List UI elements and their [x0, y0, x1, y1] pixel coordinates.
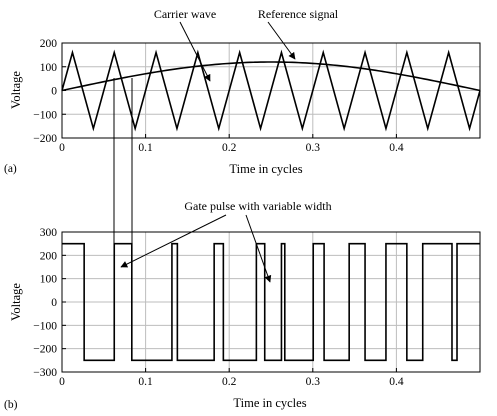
- x-axis-label: Time in cycles: [233, 396, 306, 410]
- y-tick-label: −100: [33, 109, 57, 121]
- x-tick-label: 0.3: [306, 376, 321, 388]
- annotation-reference-signal: Reference signal: [258, 7, 339, 21]
- annotation-arrow-reference: [267, 21, 296, 60]
- y-tick-label: −300: [33, 367, 57, 379]
- y-tick-label: 100: [40, 62, 58, 74]
- chart-gate-pulse: 0 0.1 0.2 0.3 0.4 300 200 100 0 −100 −200 −300 Time…: [4, 199, 481, 411]
- x-tick-label: 0.2: [222, 142, 237, 154]
- series-line-gate-pulse: [62, 242, 480, 362]
- y-tick-label: 0: [51, 297, 57, 309]
- y-tick-label: 100: [40, 274, 58, 286]
- annotation-arrow-carrier: [179, 21, 211, 82]
- series-group: [62, 242, 480, 362]
- y-tick-label: 200: [40, 38, 58, 50]
- x-tick-label: 0.3: [306, 142, 321, 154]
- annotation-arrow-gate-left: [120, 214, 227, 268]
- grid-lines: [62, 232, 480, 372]
- y-tick-label: 200: [40, 250, 58, 262]
- x-tick-label: 0: [59, 142, 65, 154]
- x-tick-label: 0: [59, 376, 65, 388]
- y-tick-label: 0: [51, 86, 57, 98]
- annotation-gate-pulse: Gate pulse with variable width: [184, 199, 331, 213]
- tick-labels: 0 0.1 0.2 0.3 0.4 300 200 100 0 −100 −200 −300: [33, 227, 404, 388]
- panel-label: (a): [4, 163, 17, 175]
- x-tick-label: 0.4: [389, 376, 404, 388]
- annotation-arrow-gate-right: [245, 214, 272, 283]
- panel-label: (b): [4, 399, 18, 411]
- annotation-carrier-wave: Carrier wave: [154, 7, 216, 21]
- series-line-carrier-wave: [61, 49, 481, 132]
- y-tick-label: −100: [33, 320, 57, 332]
- y-tick-label: 300: [40, 227, 58, 239]
- x-tick-label: 0.1: [138, 142, 153, 154]
- y-tick-label: −200: [33, 344, 57, 356]
- y-axis-label: Voltage: [9, 283, 23, 321]
- x-tick-label: 0.4: [389, 142, 404, 154]
- chart-carrier-reference: 0 0.1 0.2 0.3 0.4 200 100 0 −100 −200 Time in cyc…: [4, 7, 481, 176]
- y-tick-label: −200: [33, 133, 57, 145]
- x-tick-label: 0.2: [222, 376, 237, 388]
- tick-labels: 0 0.1 0.2 0.3 0.4 200 100 0 −100 −200: [33, 38, 404, 154]
- y-axis-label: Voltage: [9, 71, 23, 109]
- x-tick-label: 0.1: [138, 376, 153, 388]
- x-axis-label: Time in cycles: [229, 162, 302, 176]
- series-line-reference-signal: [61, 61, 481, 92]
- series-group: [61, 49, 481, 132]
